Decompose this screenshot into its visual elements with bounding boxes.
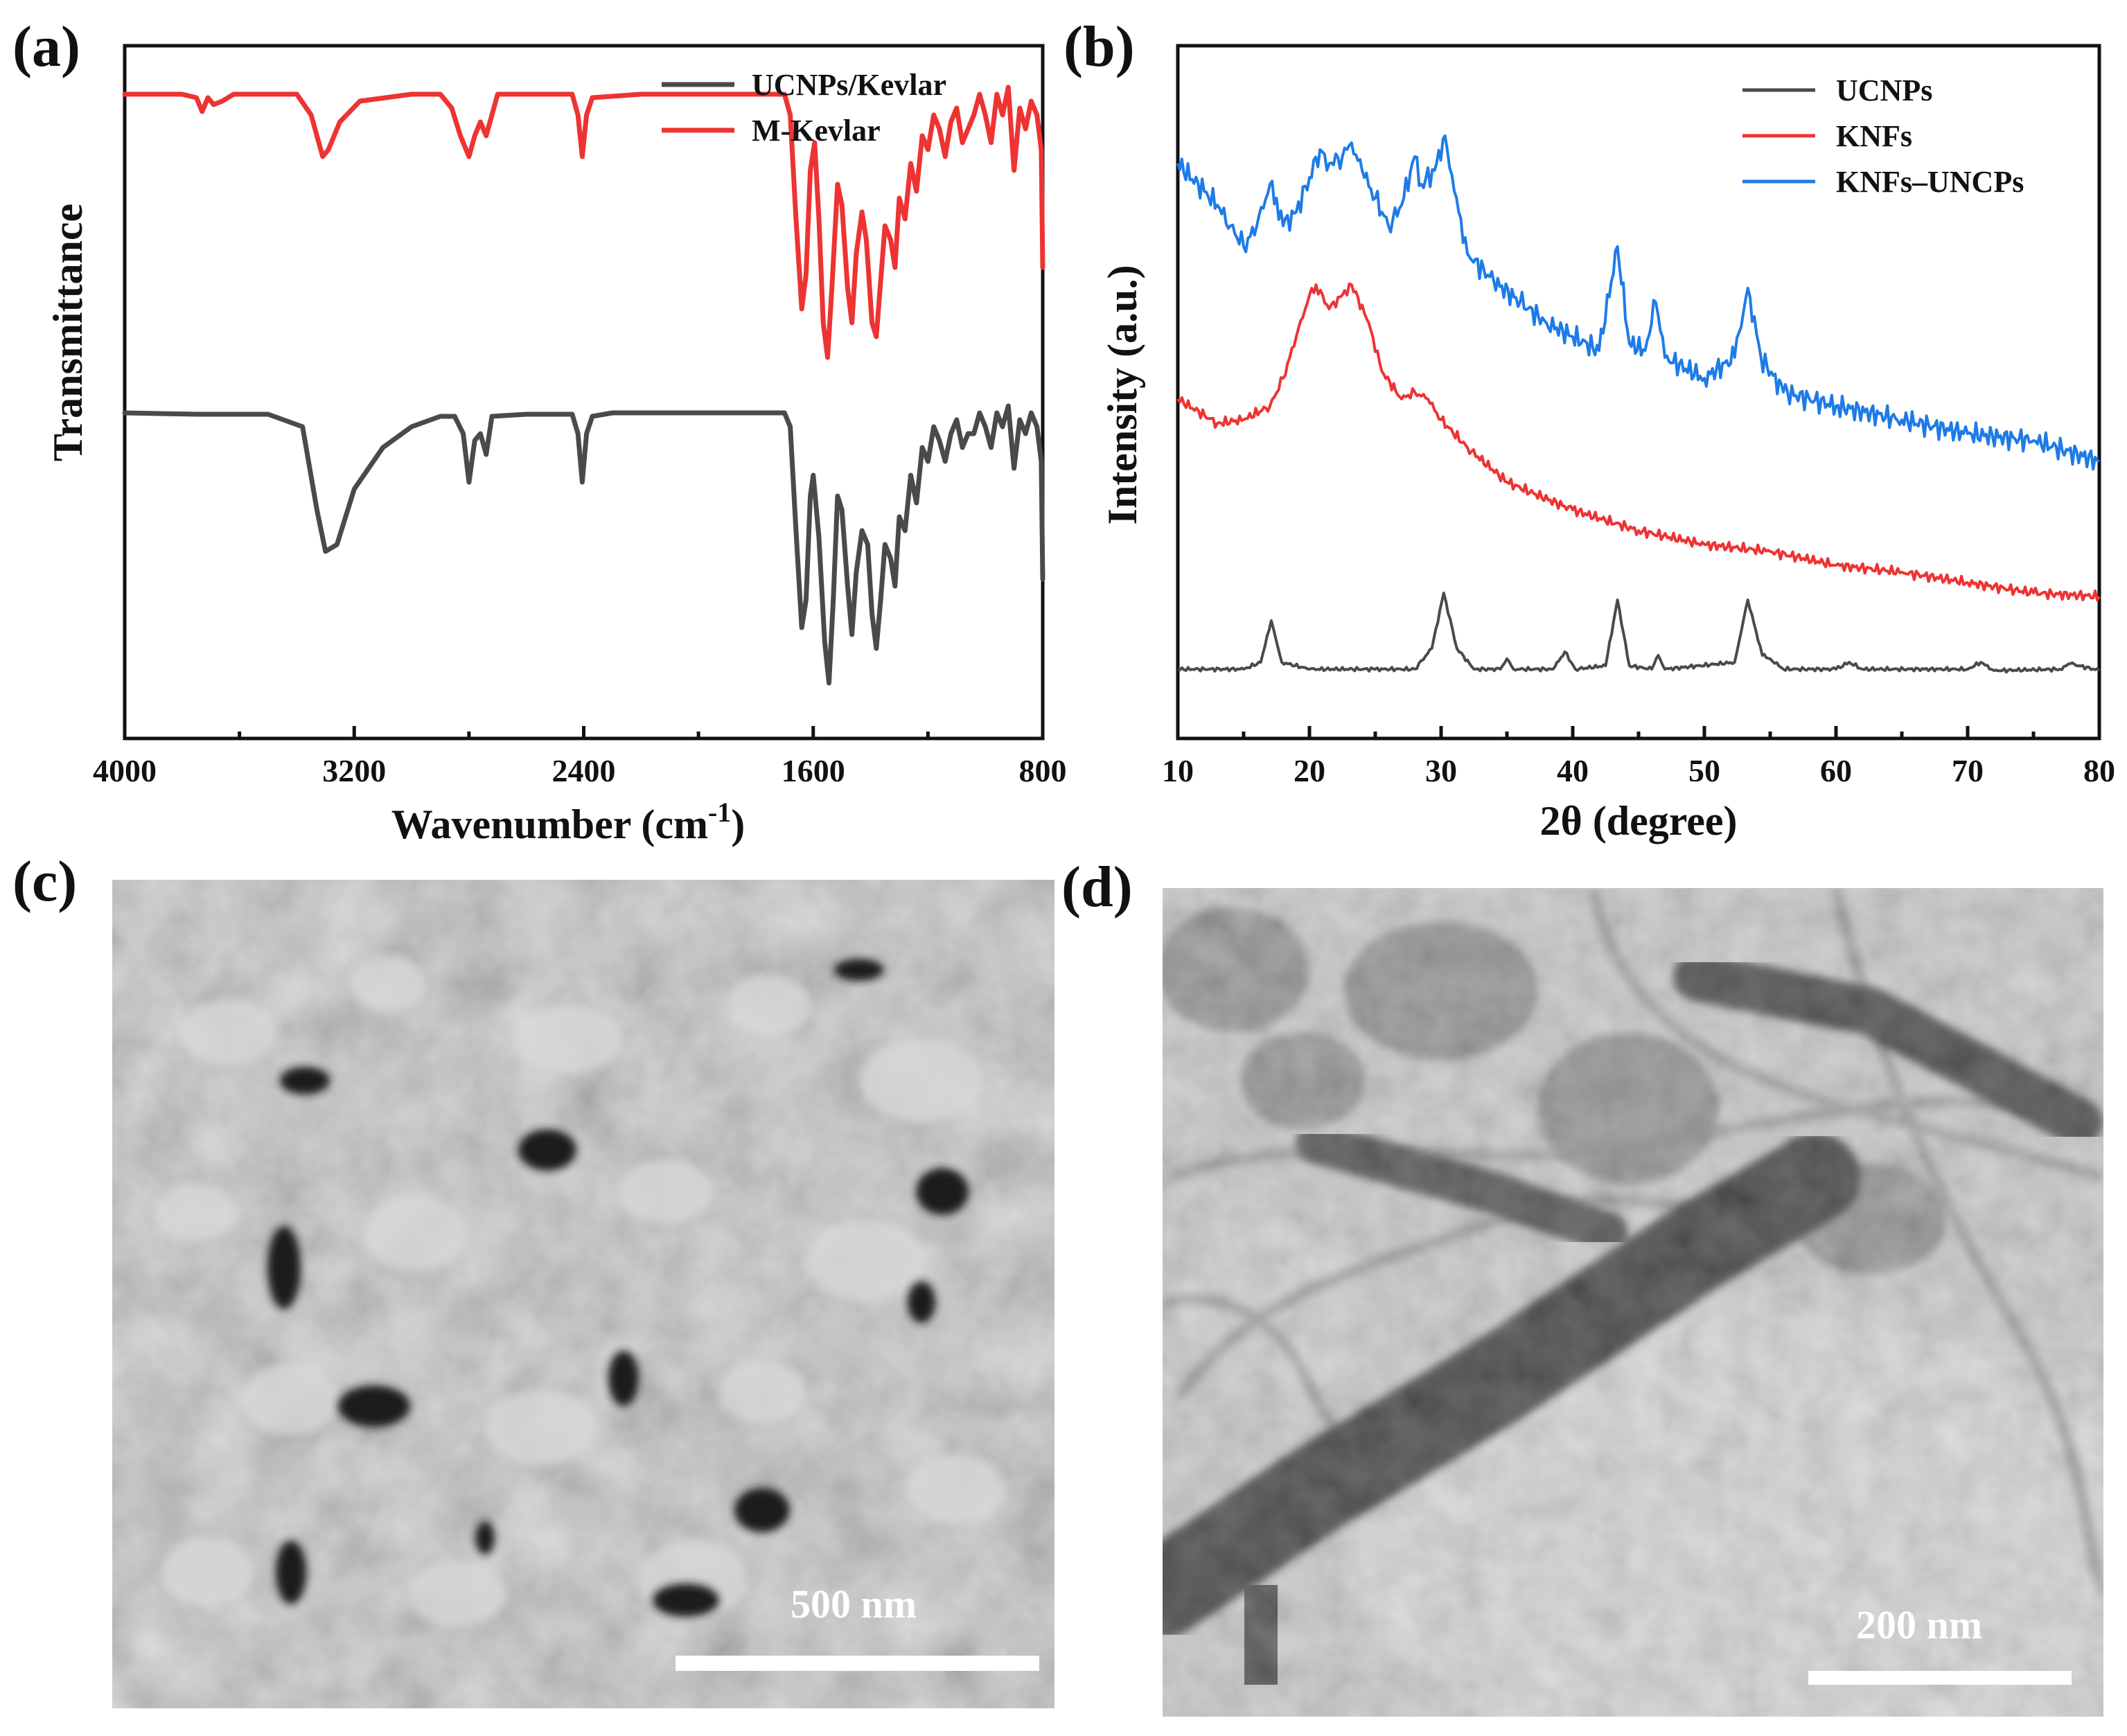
legend-label-ucnps: UCNPs (1836, 73, 1932, 107)
legend-label-knfs: KNFs (1836, 119, 1912, 153)
series-line-knfs-uncps (1176, 134, 2100, 471)
chart-a-ylabel: Transmittance (45, 204, 91, 461)
chart-b-xtick-label-50: 50 (1688, 753, 1720, 788)
chart-a-legend: UCNPs/Kevlar M-Kevlar (662, 68, 946, 148)
chart-b-series (1176, 134, 2101, 674)
chart-b-legend: UCNPs KNFs KNFs–UNCPs (1742, 73, 2024, 199)
chart-b-xtick-label-10: 10 (1162, 753, 1194, 788)
chart-b-xtick-label-70: 70 (1952, 753, 1984, 788)
chart-a: 4000 3200 2400 1600 800 Wavenumber (cm-1) Tr… (45, 44, 1067, 847)
chart-a-xtick-label-800: 800 (1019, 753, 1067, 788)
panel-label-c: (c) (12, 849, 77, 914)
scale-bar-c (676, 1656, 1039, 1671)
chart-a-xtick-label-3200: 3200 (322, 753, 386, 788)
legend-label-knfs-uncps: KNFs–UNCPs (1836, 165, 2024, 199)
series-line-m-kevlar (122, 85, 1045, 360)
series-line-knfs (1176, 282, 2101, 602)
chart-b: 10 20 30 40 50 60 70 80 2θ (degree) Intensity (… (1100, 44, 2115, 844)
panel-label-a: (a) (12, 15, 80, 79)
chart-b-xtick-label-80: 80 (2083, 753, 2115, 788)
chart-a-xtick-label-1600: 1600 (782, 753, 845, 788)
scale-label-d: 200 nm (1856, 1602, 1982, 1647)
series-line-ucnps-kevlar (122, 403, 1045, 686)
chart-a-xticks: 4000 3200 2400 1600 800 (93, 726, 1067, 788)
chart-b-frame (1176, 44, 2101, 741)
chart-b-xticks: 10 20 30 40 50 60 70 80 (1162, 726, 2115, 788)
chart-a-series (122, 85, 1045, 686)
legend-label-m-kevlar: M-Kevlar (752, 114, 881, 148)
micrograph-d: 200 nm (1163, 888, 2103, 1717)
panel-label-d: (d) (1061, 855, 1133, 919)
series-line-ucnps (1177, 592, 2101, 674)
chart-b-xlabel: 2θ (degree) (1539, 798, 1737, 844)
panel-label-b: (b) (1064, 15, 1135, 79)
chart-b-ylabel: Intensity (a.u.) (1100, 265, 1145, 524)
chart-b-xtick-label-40: 40 (1557, 753, 1589, 788)
chart-b-xtick-label-20: 20 (1294, 753, 1325, 788)
chart-b-xtick-label-30: 30 (1425, 753, 1457, 788)
scale-bar-d (1808, 1671, 2072, 1685)
scale-label-c: 500 nm (791, 1582, 917, 1627)
chart-a-xtick-label-2400: 2400 (552, 753, 616, 788)
chart-b-xtick-label-60: 60 (1820, 753, 1852, 788)
legend-label-ucnps-kevlar: UCNPs/Kevlar (752, 68, 946, 102)
micrograph-c: 500 nm (112, 880, 1054, 1708)
chart-a-xtick-label-4000: 4000 (93, 753, 157, 788)
chart-a-xlabel: Wavenumber (cm-1) (391, 797, 745, 847)
